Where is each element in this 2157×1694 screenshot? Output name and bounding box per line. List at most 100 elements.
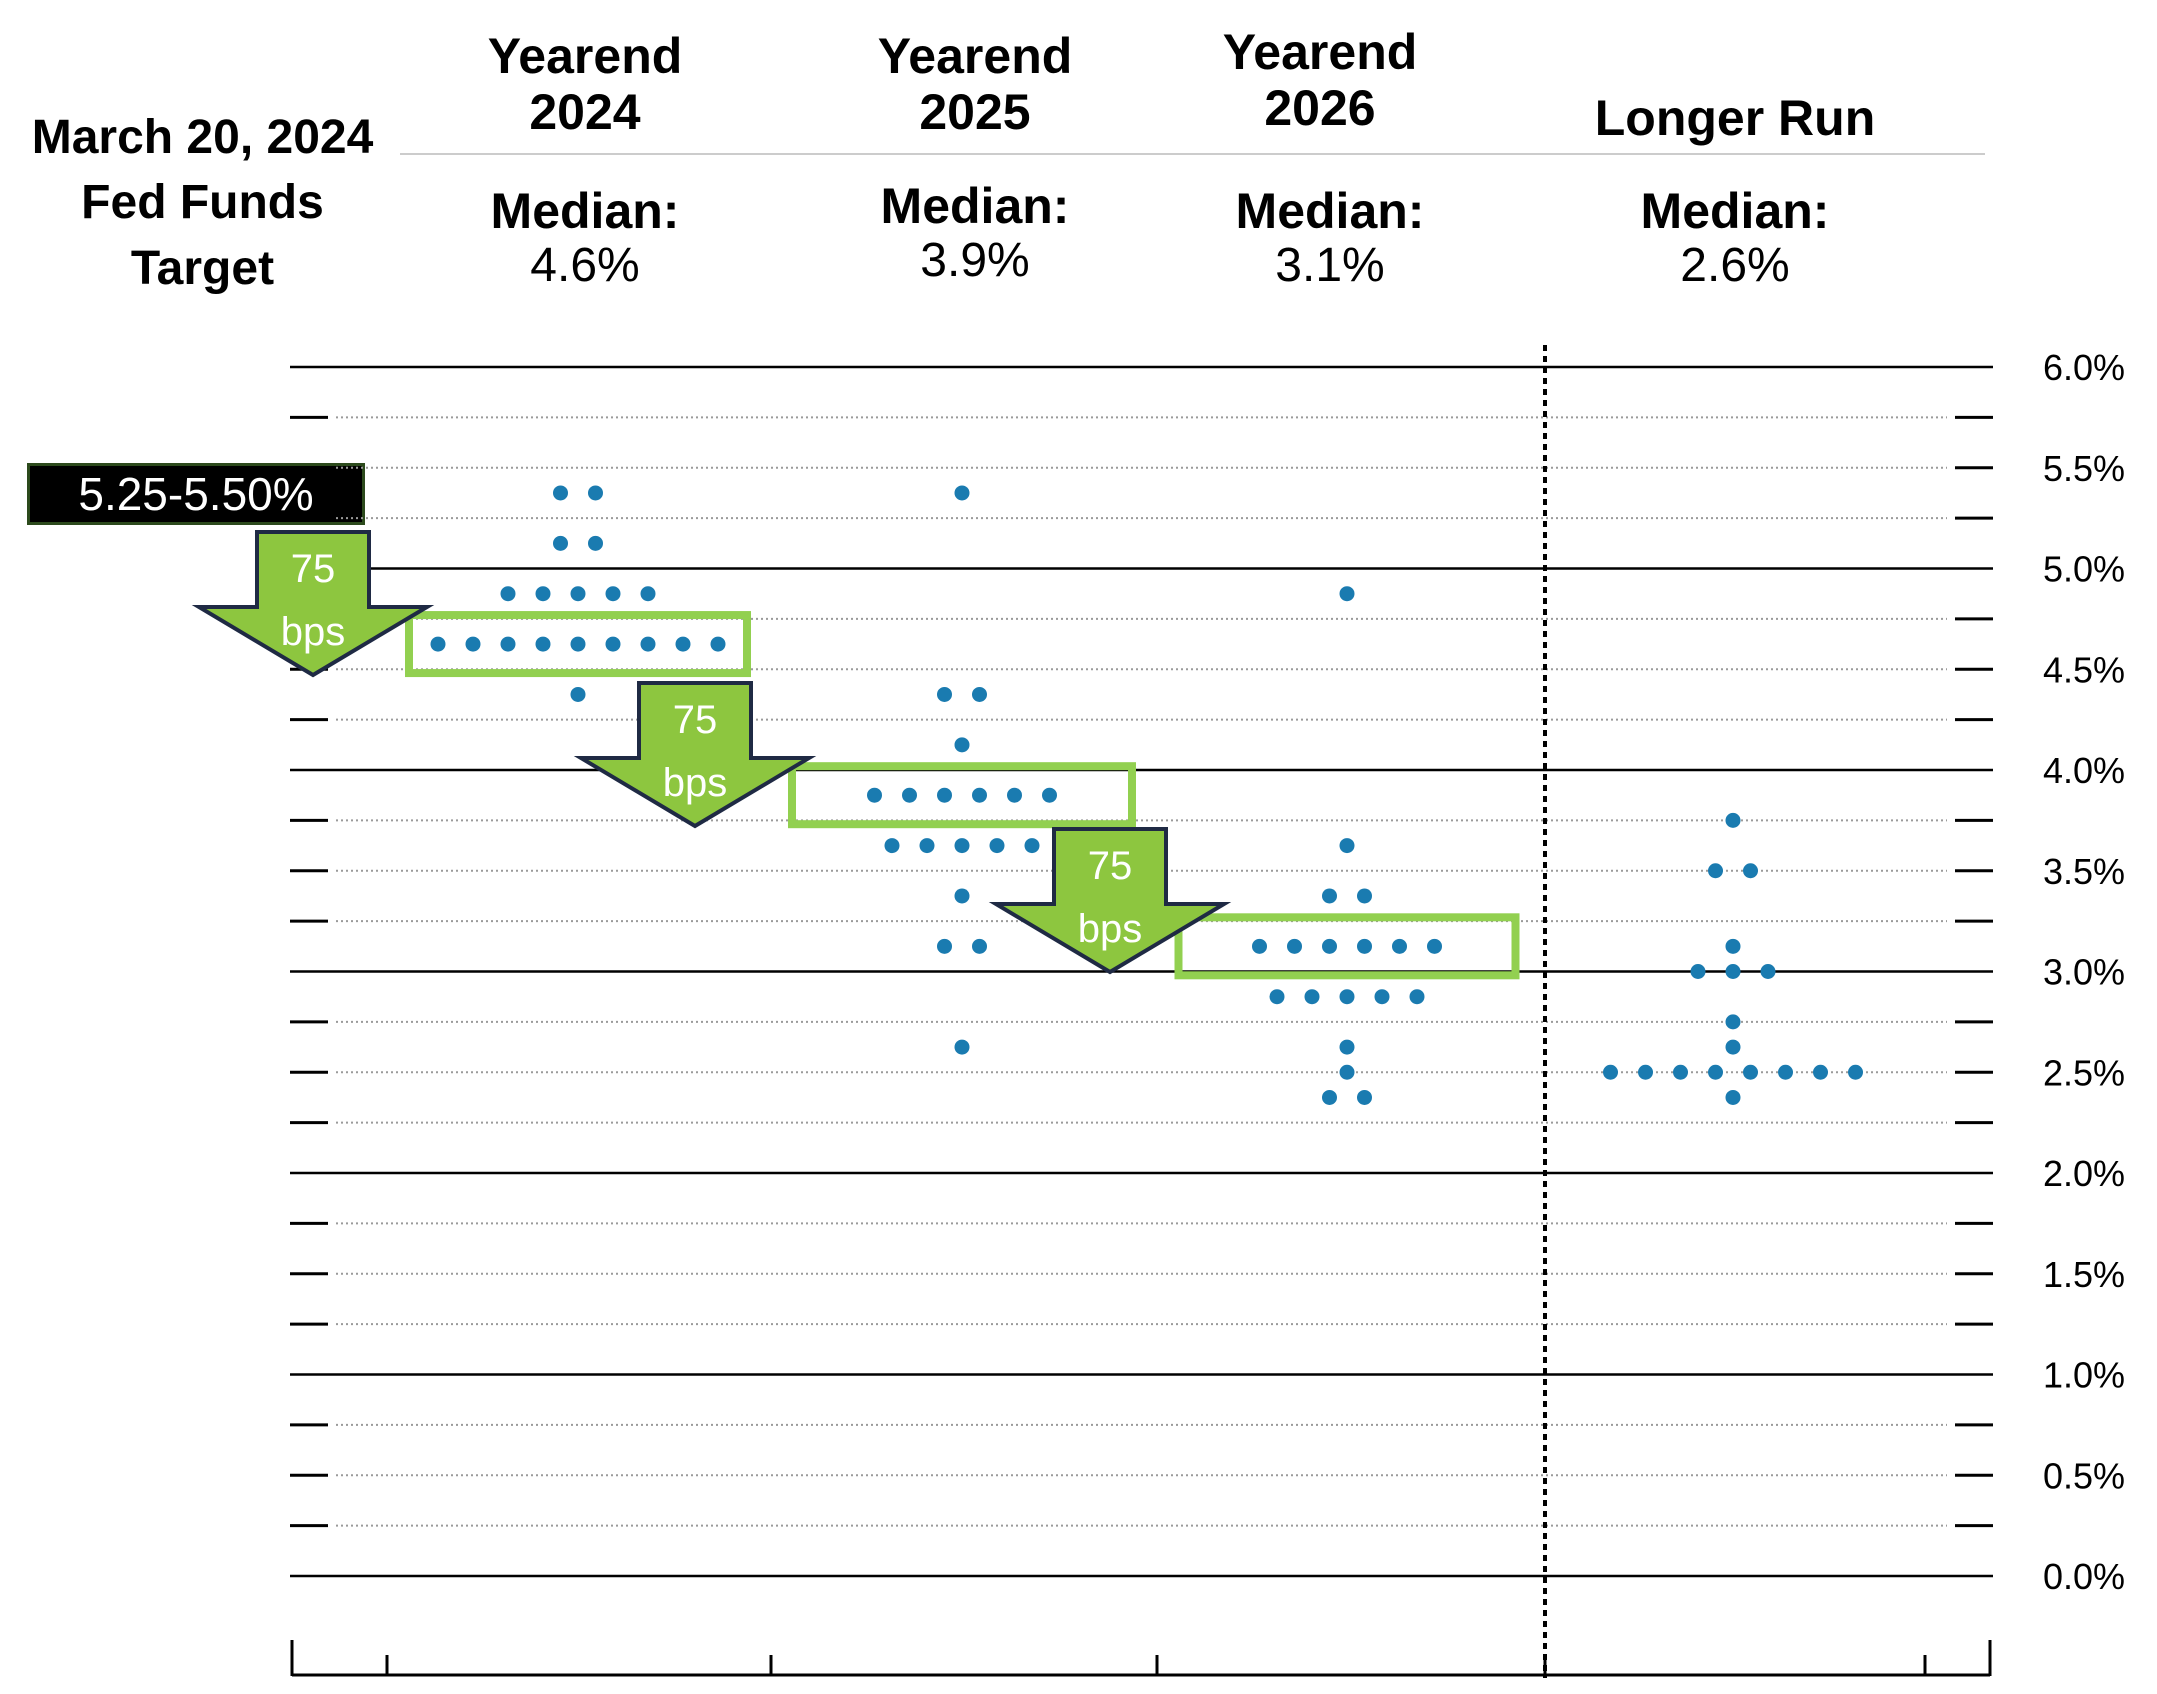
rate-cut-arrow: 75 bps	[988, 827, 1232, 975]
column-year: 2024	[529, 84, 641, 140]
column-year-label: Yearend	[487, 28, 683, 84]
participant-dot	[570, 686, 586, 702]
participant-dot	[535, 586, 551, 602]
participant-dot	[954, 485, 970, 501]
y-tick-label: 5.5%	[2043, 448, 2125, 489]
y-tick-label: 1.5%	[2043, 1254, 2125, 1295]
participant-dot	[1725, 1014, 1741, 1030]
participant-dot	[884, 838, 900, 854]
participant-dot	[1374, 989, 1390, 1005]
participant-dot	[588, 485, 603, 501]
participant-dot	[937, 787, 952, 803]
median-label: Median:	[880, 178, 1070, 234]
participant-dot	[1339, 838, 1355, 854]
participant-dot	[640, 636, 656, 652]
median-label: Median:	[1640, 183, 1830, 239]
y-tick-label: 1.0%	[2043, 1355, 2125, 1396]
corner-title: March 20, 2024 Fed Funds Target	[31, 111, 374, 295]
median-longer-run: Median: 2.6%	[1590, 183, 1880, 293]
participant-dot	[500, 586, 516, 602]
participant-dot	[867, 787, 882, 803]
participant-dot	[1708, 1064, 1723, 1080]
participant-dot	[1725, 964, 1741, 979]
arrow-shape	[191, 530, 435, 678]
participant-dot	[937, 938, 952, 954]
participant-dot	[1322, 938, 1337, 954]
participant-dot	[675, 636, 691, 652]
participant-dot	[902, 787, 917, 803]
y-tick-label: 2.5%	[2043, 1052, 2125, 1093]
y-tick-label: 2.0%	[2043, 1153, 2125, 1194]
participant-dot	[1760, 964, 1776, 979]
participant-dot	[570, 586, 586, 602]
median-highlight-box	[405, 611, 751, 678]
participant-dot	[954, 838, 970, 854]
participant-dot	[972, 938, 987, 954]
participant-dot	[535, 636, 551, 652]
participant-dot	[1339, 1064, 1355, 1080]
arrow-label-top: 75	[673, 698, 718, 742]
column-header-2024: Yearend 2024	[440, 28, 730, 140]
rate-cut-arrow: 75 bps	[573, 681, 817, 829]
gridlines	[290, 365, 1993, 1578]
participant-dot	[1339, 1039, 1355, 1055]
arrow-shape	[988, 827, 1232, 975]
participant-dot	[1690, 964, 1706, 979]
participant-dot	[1813, 1064, 1828, 1080]
y-tick-label: 0.5%	[2043, 1455, 2125, 1496]
participant-dot	[1322, 888, 1337, 904]
y-tick-label: 6.0%	[2043, 347, 2125, 388]
column-year: Longer Run	[1594, 90, 1876, 146]
participant-dot	[1392, 938, 1407, 954]
median-value: 3.1%	[1275, 239, 1385, 292]
median-highlight-boxes	[405, 611, 1520, 980]
participant-dot	[972, 787, 987, 803]
y-tick-label: 4.5%	[2043, 649, 2125, 690]
participant-dot	[605, 586, 621, 602]
participant-dot	[1725, 938, 1741, 954]
column-header-longer-run: Longer Run	[1535, 90, 1935, 146]
participant-dot	[1339, 586, 1355, 602]
median-value: 2.6%	[1680, 239, 1790, 292]
participant-dot	[1673, 1064, 1688, 1080]
participant-dot	[1024, 838, 1040, 854]
rate-cut-arrow: 75 bps	[191, 530, 435, 678]
participant-dot	[1322, 1089, 1337, 1105]
arrow-label-top: 75	[291, 547, 336, 591]
participant-dot	[1427, 938, 1442, 954]
participant-dot	[1725, 1089, 1741, 1105]
rate-cut-arrows: 75 bps 75 bps 75 bps	[191, 530, 1232, 975]
participant-dot	[1252, 938, 1267, 954]
median-label: Median:	[490, 183, 680, 239]
y-tick-label: 3.0%	[2043, 952, 2125, 993]
participant-dot	[1007, 787, 1022, 803]
participant-dot	[710, 636, 726, 652]
participant-dot	[1339, 989, 1355, 1005]
participant-dot	[954, 1039, 970, 1055]
arrow-shape	[573, 681, 817, 829]
median-value: 4.6%	[530, 239, 640, 292]
participant-dot	[1357, 888, 1372, 904]
arrow-label-bottom: bps	[1078, 907, 1143, 951]
participant-dot	[1357, 1089, 1372, 1105]
participant-dot	[1743, 863, 1758, 879]
participant-dot	[954, 737, 970, 753]
participant-dot	[919, 838, 935, 854]
median-value: 3.9%	[920, 234, 1030, 287]
participant-dot	[989, 838, 1005, 854]
median-label: Median:	[1235, 183, 1425, 239]
participant-dot	[465, 636, 481, 652]
participant-dot	[1743, 1064, 1758, 1080]
column-year: 2026	[1264, 80, 1376, 136]
participant-dot	[1287, 938, 1302, 954]
column-year-label: Yearend	[877, 28, 1073, 84]
participant-dots	[430, 485, 1863, 1105]
participant-dot	[500, 636, 516, 652]
arrow-label-bottom: bps	[281, 610, 346, 654]
y-tick-label: 5.0%	[2043, 549, 2125, 590]
arrow-label-top: 75	[1088, 844, 1133, 888]
participant-dot	[1409, 989, 1425, 1005]
median-2025: Median: 3.9%	[830, 178, 1120, 288]
